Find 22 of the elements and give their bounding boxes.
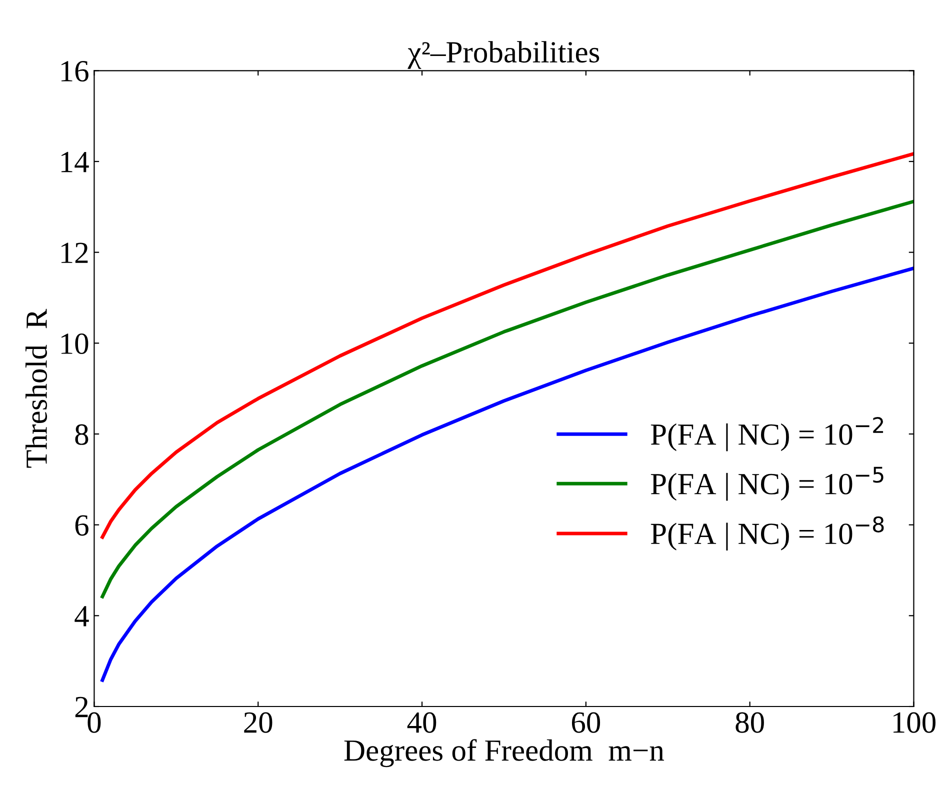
x-tick-label: 20 [244, 712, 272, 733]
legend-label: P(FA | NC) = 10$^{−8}$ [650, 516, 884, 551]
legend-label: P(FA | NC) = 10$^{−5}$ [650, 466, 884, 501]
y-tick-label: 12 [61, 242, 88, 263]
y-tick-label: 2 [75, 696, 88, 718]
y-tick-label: 8 [75, 424, 88, 445]
y-tick-label: 10 [61, 333, 88, 354]
x-tick-label: 40 [407, 712, 436, 733]
line-series [100, 266, 914, 682]
x-tick-label: 0 [88, 712, 101, 733]
chart-title: χ²–Probabilities [408, 41, 600, 69]
y-tick-label: 14 [61, 152, 89, 172]
y-tick-label: 16 [61, 61, 88, 82]
y-tick-label: 6 [75, 515, 88, 536]
x-tick-label: 60 [572, 712, 600, 733]
legend-label: P(FA | NC) = 10$^{−2}$ [650, 417, 884, 452]
line-series [100, 200, 914, 598]
x-tick-label: 100 [894, 712, 936, 733]
x-tick-label: 80 [736, 712, 764, 733]
x-axis-title: Degrees of Freedom m−n [344, 739, 664, 768]
y-tick-label: 4 [74, 606, 89, 626]
y-axis-title: Threshold R [26, 308, 48, 468]
